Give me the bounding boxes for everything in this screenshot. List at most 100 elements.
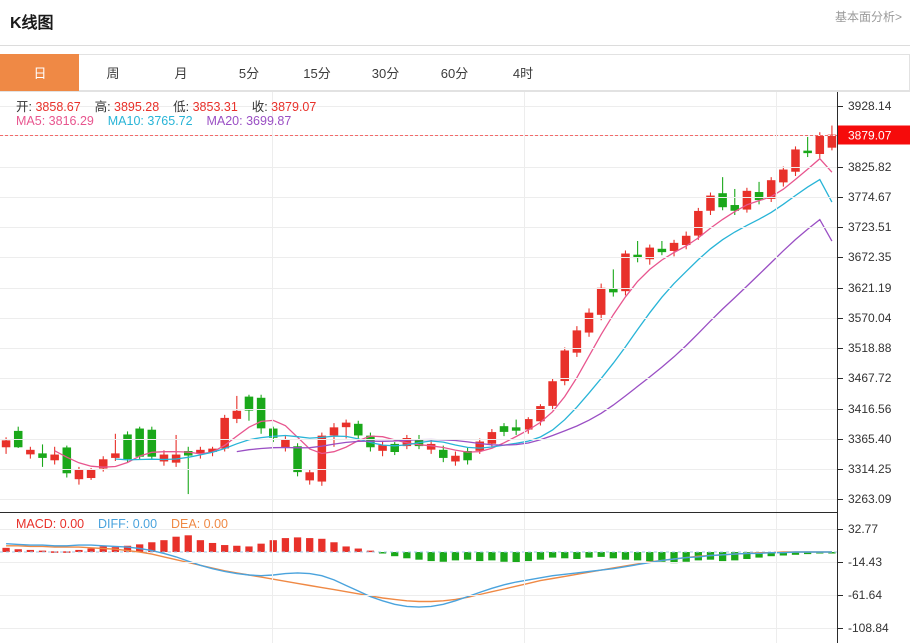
macd-bar <box>269 540 277 553</box>
candlestick <box>390 442 399 456</box>
candlestick <box>584 308 594 337</box>
candlestick <box>98 456 108 472</box>
price-axis-label: 3928.14 <box>848 99 892 114</box>
open-value: 3858.67 <box>35 100 81 114</box>
high-label: 高: <box>94 100 111 114</box>
candlestick <box>50 446 59 465</box>
macd-bar <box>585 552 593 558</box>
macd-bar <box>75 549 83 553</box>
candlestick <box>487 429 497 447</box>
macd-bar <box>415 552 423 560</box>
tab-label: 5分 <box>238 66 260 81</box>
fundamental-analysis-link[interactable]: 基本面分析> <box>834 10 902 24</box>
tab-5[interactable]: 30分 <box>351 54 421 91</box>
macd-value: 0.00 <box>59 517 85 531</box>
candlestick <box>317 432 327 486</box>
candlestick <box>645 244 655 265</box>
price-candlestick-panel[interactable]: 开: 3858.67 高: 3895.28 低: 3853.31 收: 3879… <box>0 92 838 513</box>
ohlc-readout: 开: 3858.67 高: 3895.28 低: 3853.31 收: 3879… <box>16 96 316 115</box>
header-bar: K线图 基本面分析> <box>0 0 910 46</box>
tab-4[interactable]: 15分 <box>283 54 352 91</box>
macd-bar <box>718 552 727 562</box>
candlestick <box>779 166 788 187</box>
macd-bar <box>87 548 95 553</box>
macd-indicator-panel[interactable]: MACD: 0.00 DIFF: 0.00 DEA: 0.00 <box>0 513 838 643</box>
candlestick <box>499 423 509 437</box>
macd-bar <box>779 552 787 556</box>
macd-bar <box>451 552 460 561</box>
candlestick <box>439 445 448 463</box>
macd-axis-label: -61.64 <box>848 587 883 602</box>
macd-bar <box>196 540 205 553</box>
tab-label: 4时 <box>512 66 534 81</box>
ma5-value: 3816.29 <box>48 114 94 128</box>
axis-tick <box>838 317 843 319</box>
ma5-label: MA5: <box>16 114 46 128</box>
tab-6[interactable]: 60分 <box>420 54 490 91</box>
macd-bar <box>354 548 362 553</box>
macd-axis-label: -14.43 <box>848 555 883 570</box>
diff-value: 0.00 <box>132 517 158 531</box>
macd-bar <box>621 552 630 560</box>
macd-bar <box>524 552 532 562</box>
macd-bar <box>791 552 800 555</box>
gridline <box>0 257 837 259</box>
gridline <box>0 408 837 410</box>
diff-line <box>6 543 832 608</box>
macd-bar <box>731 552 739 561</box>
candlestick <box>147 426 157 460</box>
candlestick <box>560 347 570 386</box>
macd-bar <box>670 552 678 564</box>
gridline <box>0 166 837 168</box>
dea-label: DEA: <box>171 517 201 531</box>
candlestick <box>669 239 679 257</box>
price-axis-label: 3518.88 <box>848 341 892 356</box>
dea-value: 0.00 <box>203 517 229 531</box>
macd-bar <box>828 552 836 554</box>
macd-bar <box>99 546 107 553</box>
candlestick <box>196 446 205 459</box>
macd-bar <box>14 549 22 553</box>
page-title: K线图 <box>10 15 54 32</box>
price-axis-label: 3263.09 <box>848 492 892 507</box>
candlestick <box>329 423 339 447</box>
gridline <box>0 227 837 229</box>
tab-2[interactable]: 月 <box>147 54 216 91</box>
macd-bar <box>184 535 192 553</box>
tab-label: 60分 <box>440 66 469 81</box>
candlestick <box>718 177 727 211</box>
candlestick <box>803 136 812 158</box>
axis-tick <box>838 529 843 531</box>
ma-line-ma5 <box>54 157 833 468</box>
axis-tick <box>838 378 843 380</box>
gridline <box>0 499 837 501</box>
candlestick <box>123 431 132 463</box>
candlestick <box>463 447 472 465</box>
candlestick <box>572 326 582 357</box>
tab-7[interactable]: 4时 <box>489 54 558 91</box>
macd-bar <box>488 552 496 561</box>
tab-0[interactable]: 日 <box>0 54 80 91</box>
macd-bar <box>403 552 411 559</box>
price-axis-label: 3723.51 <box>848 220 892 235</box>
tabbar-filler <box>557 54 910 91</box>
tab-3[interactable]: 5分 <box>215 54 284 91</box>
candlestick <box>742 187 752 213</box>
macd-bar <box>767 552 775 557</box>
price-axis-label: 3314.25 <box>848 462 892 477</box>
price-axis-label: 3672.35 <box>848 250 892 265</box>
price-plot <box>1 125 837 495</box>
axis-tick <box>838 196 843 198</box>
gridline <box>0 438 837 440</box>
macd-bar <box>233 545 241 553</box>
candlestick <box>633 241 642 263</box>
macd-bar <box>208 542 217 553</box>
macd-axis-label: 32.77 <box>848 522 879 537</box>
candlestick <box>38 444 47 467</box>
macd-bar <box>172 536 180 553</box>
gridline <box>0 378 837 380</box>
tab-1[interactable]: 周 <box>79 54 148 91</box>
macd-bar <box>318 538 326 553</box>
gridline <box>0 469 837 471</box>
candlestick <box>511 419 521 435</box>
